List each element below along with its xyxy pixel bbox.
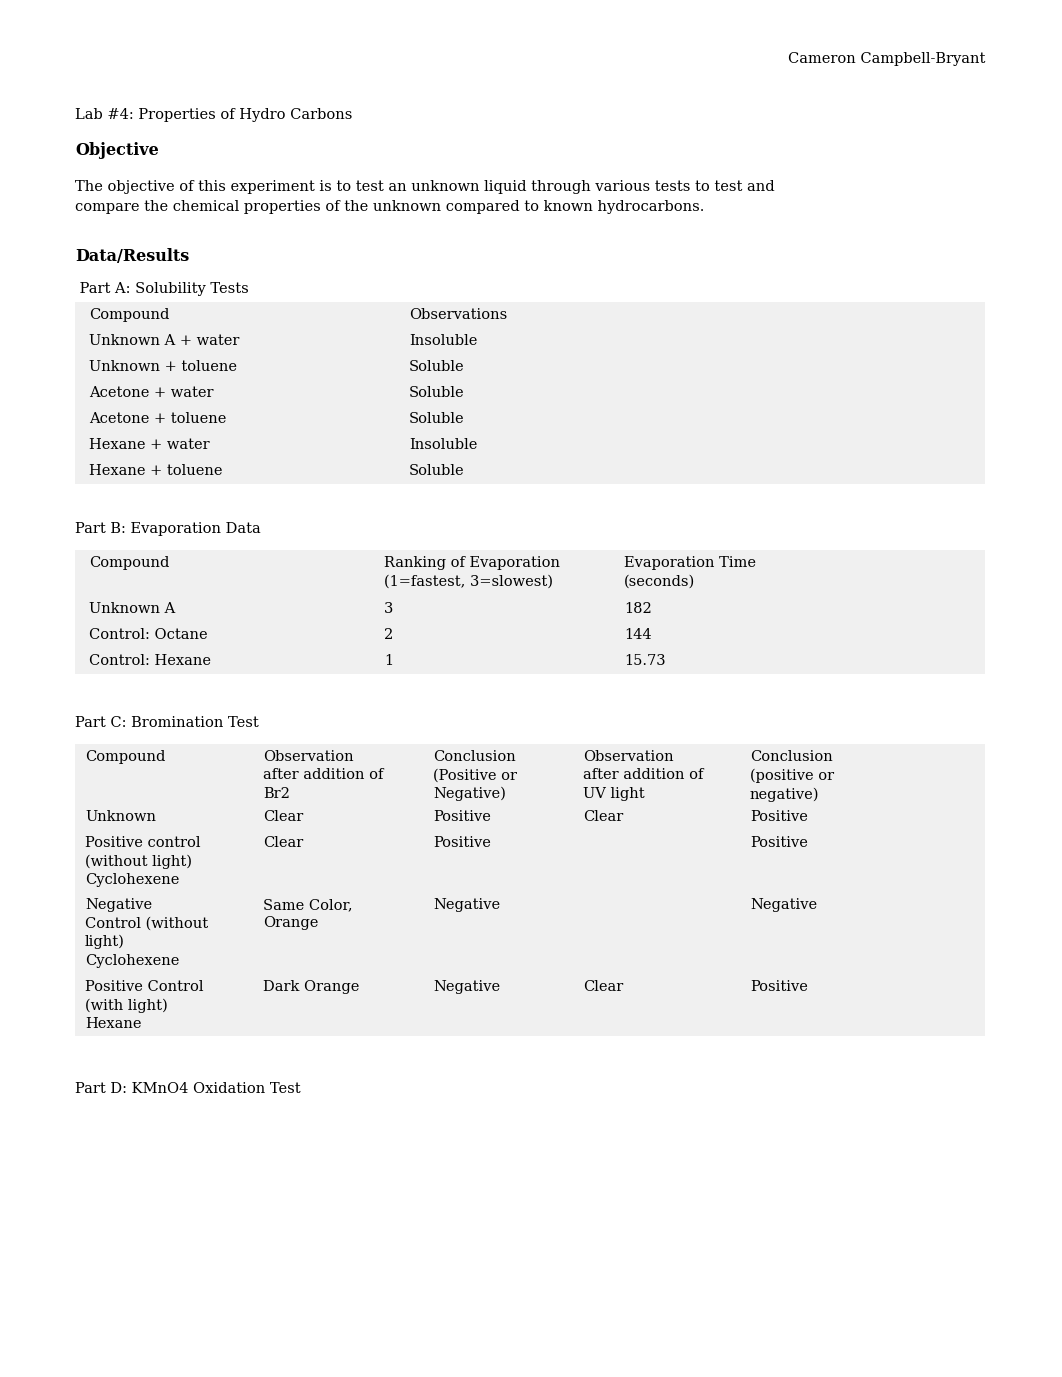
Text: Acetone + water: Acetone + water — [89, 386, 213, 399]
Text: Conclusion
(positive or
negative): Conclusion (positive or negative) — [750, 750, 834, 801]
Text: Conclusion
(Positive or
Negative): Conclusion (Positive or Negative) — [433, 750, 517, 801]
Text: 144: 144 — [624, 628, 652, 642]
Text: Control: Octane: Control: Octane — [89, 628, 208, 642]
Text: Hexane + water: Hexane + water — [89, 438, 209, 452]
Text: Part B: Evaporation Data: Part B: Evaporation Data — [75, 522, 261, 536]
Text: Positive: Positive — [750, 980, 808, 994]
Bar — [75, 744, 984, 1036]
Text: Observation
after addition of
UV light: Observation after addition of UV light — [583, 750, 703, 801]
Text: Negative: Negative — [433, 980, 500, 994]
Text: Positive control
(without light)
Cyclohexene: Positive control (without light) Cyclohe… — [85, 836, 201, 887]
Text: Unknown A: Unknown A — [89, 602, 175, 616]
Text: Negative: Negative — [433, 898, 500, 912]
Text: 182: 182 — [624, 602, 652, 616]
Text: Soluble: Soluble — [409, 386, 465, 399]
Text: Hexane + toluene: Hexane + toluene — [89, 464, 223, 478]
Text: Clear: Clear — [263, 836, 304, 850]
Bar — [75, 549, 984, 673]
Text: 2: 2 — [384, 628, 393, 642]
Text: Compound: Compound — [89, 308, 169, 322]
Text: Compound: Compound — [85, 750, 166, 764]
Text: Data/Results: Data/Results — [75, 248, 189, 264]
Text: Positive Control
(with light)
Hexane: Positive Control (with light) Hexane — [85, 980, 204, 1031]
Text: Negative
Control (without
light)
Cyclohexene: Negative Control (without light) Cyclohe… — [85, 898, 208, 968]
Text: Soluble: Soluble — [409, 412, 465, 425]
Text: Clear: Clear — [263, 810, 304, 823]
Text: Lab #4: Properties of Hydro Carbons: Lab #4: Properties of Hydro Carbons — [75, 107, 353, 123]
Text: Soluble: Soluble — [409, 359, 465, 375]
Bar — [75, 302, 984, 483]
Text: The objective of this experiment is to test an unknown liquid through various te: The objective of this experiment is to t… — [75, 180, 774, 213]
Text: 15.73: 15.73 — [624, 654, 666, 668]
Text: Unknown: Unknown — [85, 810, 156, 823]
Text: Negative: Negative — [750, 898, 817, 912]
Text: Soluble: Soluble — [409, 464, 465, 478]
Text: Compound: Compound — [89, 556, 169, 570]
Text: Same Color,
Orange: Same Color, Orange — [263, 898, 353, 931]
Text: Control: Hexane: Control: Hexane — [89, 654, 211, 668]
Text: Positive: Positive — [433, 836, 491, 850]
Text: Part D: KMnO4 Oxidation Test: Part D: KMnO4 Oxidation Test — [75, 1082, 301, 1096]
Text: Positive: Positive — [433, 810, 491, 823]
Text: Part A: Solubility Tests: Part A: Solubility Tests — [75, 282, 249, 296]
Text: Clear: Clear — [583, 810, 623, 823]
Text: Ranking of Evaporation
(1=fastest, 3=slowest): Ranking of Evaporation (1=fastest, 3=slo… — [384, 556, 560, 588]
Text: Positive: Positive — [750, 836, 808, 850]
Text: Observation
after addition of
Br2: Observation after addition of Br2 — [263, 750, 383, 801]
Text: 3: 3 — [384, 602, 393, 616]
Text: 1: 1 — [384, 654, 393, 668]
Text: Insoluble: Insoluble — [409, 335, 478, 348]
Text: Cameron Campbell-Bryant: Cameron Campbell-Bryant — [788, 52, 984, 66]
Text: Insoluble: Insoluble — [409, 438, 478, 452]
Text: Dark Orange: Dark Orange — [263, 980, 359, 994]
Text: Observations: Observations — [409, 308, 508, 322]
Text: Unknown + toluene: Unknown + toluene — [89, 359, 237, 375]
Text: Positive: Positive — [750, 810, 808, 823]
Text: Clear: Clear — [583, 980, 623, 994]
Text: Objective: Objective — [75, 142, 158, 158]
Text: Evaporation Time
(seconds): Evaporation Time (seconds) — [624, 556, 756, 588]
Text: Unknown A + water: Unknown A + water — [89, 335, 239, 348]
Text: Acetone + toluene: Acetone + toluene — [89, 412, 226, 425]
Text: Part C: Bromination Test: Part C: Bromination Test — [75, 716, 259, 730]
